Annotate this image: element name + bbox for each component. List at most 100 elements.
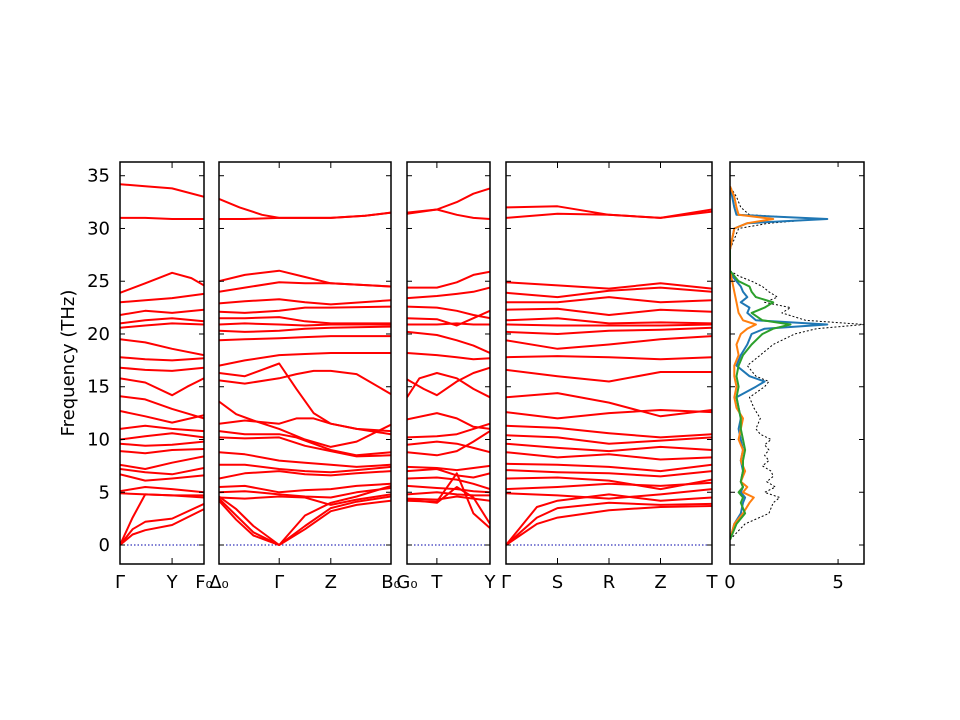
phonon-branch-26 bbox=[219, 499, 391, 546]
phonon-branch-11 bbox=[219, 352, 391, 367]
phonon-branch-6 bbox=[219, 305, 391, 314]
y-tick-label: 35 bbox=[87, 166, 110, 187]
phonon-branch-26 bbox=[506, 505, 712, 546]
phonon-branch-4 bbox=[506, 286, 712, 299]
phonon-branch-11 bbox=[506, 355, 712, 361]
high-symmetry-label: R bbox=[603, 572, 616, 593]
phonon-branch-1 bbox=[407, 187, 490, 214]
high-symmetry-label: Z bbox=[325, 572, 337, 593]
y-tick-label: 0 bbox=[99, 535, 110, 556]
y-tick-label: 15 bbox=[87, 377, 110, 398]
phonon-branch-16 bbox=[506, 434, 712, 445]
phonon-branch-9 bbox=[120, 356, 204, 362]
phonon-branch-6 bbox=[407, 309, 490, 327]
band-3-lines bbox=[407, 187, 490, 546]
phonon-branch-8 bbox=[120, 338, 204, 357]
phonon-branch-17 bbox=[506, 442, 712, 453]
phonon-branch-2 bbox=[506, 210, 712, 219]
high-symmetry-label: Z bbox=[654, 572, 666, 593]
phonon-branch-8 bbox=[506, 323, 712, 327]
y-tick-label: 5 bbox=[99, 482, 110, 503]
phonon-branch-23 bbox=[407, 472, 490, 529]
phonon-branch-4 bbox=[407, 286, 490, 300]
high-symmetry-label: Γ bbox=[115, 572, 125, 593]
dos-curve-3 bbox=[730, 249, 792, 541]
phonon-branch-13 bbox=[506, 392, 712, 418]
y-tick-label: 20 bbox=[87, 324, 110, 345]
phonon-branch-3 bbox=[506, 281, 712, 290]
phonon-branch-10 bbox=[407, 366, 490, 397]
band-1-frame bbox=[119, 161, 205, 565]
dos-frame bbox=[729, 161, 865, 565]
phonon-branch-11 bbox=[120, 377, 204, 397]
phonon-branch-4 bbox=[219, 281, 391, 293]
high-symmetry-label: S bbox=[552, 572, 563, 593]
phonon-branch-18 bbox=[219, 451, 391, 468]
phonon-branch-13 bbox=[407, 422, 490, 439]
phonon-branch-14 bbox=[506, 409, 712, 420]
phonon-branch-5 bbox=[506, 296, 712, 304]
phonon-branch-19 bbox=[506, 462, 712, 473]
phonon-branch-15 bbox=[120, 432, 204, 441]
phonon-branch-12 bbox=[506, 368, 712, 383]
phonon-branch-11 bbox=[407, 372, 490, 399]
phonon-branch-25 bbox=[506, 501, 712, 546]
phonon-branch-3 bbox=[407, 270, 490, 289]
high-symmetry-label: Γ bbox=[501, 572, 511, 593]
phonon-branch-9 bbox=[506, 326, 712, 335]
phonon-branch-15 bbox=[219, 417, 391, 436]
dos-lines bbox=[730, 185, 864, 541]
phonon-branch-16 bbox=[219, 430, 391, 457]
phonon-branch-13 bbox=[120, 410, 204, 424]
phonon-branch-8 bbox=[407, 330, 490, 354]
phonon-branch-19 bbox=[407, 484, 490, 494]
phonon-branch-19 bbox=[120, 467, 204, 476]
band-1-panel: Γ Y F₀ 0 5 10 15 20 25 30 35 Frequency (THz) bbox=[58, 161, 213, 593]
phonon-branch-21 bbox=[219, 482, 391, 494]
phonon-branch-3 bbox=[120, 271, 204, 294]
high-symmetry-label: Δ₀ bbox=[209, 572, 229, 593]
phonon-branch-2 bbox=[407, 208, 490, 220]
phonon-branch-18 bbox=[506, 451, 712, 461]
phonon-branch-17 bbox=[219, 436, 391, 458]
dos-curve-2 bbox=[730, 185, 775, 540]
phonon-branch-8 bbox=[219, 322, 391, 327]
phonon-branch-18 bbox=[120, 455, 204, 470]
phonon-branch-23 bbox=[506, 488, 712, 500]
phonon-branch-17 bbox=[407, 468, 490, 479]
high-symmetry-label: F₀ bbox=[195, 572, 213, 593]
phonon-branch-20 bbox=[219, 470, 391, 480]
phonon-branch-10 bbox=[120, 366, 204, 372]
phonon-branch-10 bbox=[506, 335, 712, 350]
phonon-branch-19 bbox=[219, 463, 391, 474]
phonon-branch-2 bbox=[120, 216, 204, 220]
x-tick-label: 5 bbox=[832, 572, 843, 593]
band-2-frame bbox=[218, 161, 392, 565]
high-symmetry-label: B₀ bbox=[381, 572, 401, 593]
band-1-lines bbox=[120, 183, 204, 546]
phonon-branch-25 bbox=[120, 508, 204, 546]
phonon-branch-9 bbox=[407, 352, 490, 361]
phonon-branch-21 bbox=[120, 486, 204, 494]
phonon-branch-20 bbox=[506, 469, 712, 478]
y-axis-label: Frequency (THz) bbox=[58, 290, 79, 437]
phonon-branch-21 bbox=[407, 495, 490, 502]
phonon-branch-7 bbox=[219, 316, 391, 325]
phonon-branch-7 bbox=[120, 322, 204, 329]
y-tick-label: 25 bbox=[87, 271, 110, 292]
phonon-branch-25 bbox=[219, 495, 391, 546]
phonon-branch-7 bbox=[506, 317, 712, 325]
phonon-branch-22 bbox=[506, 481, 712, 491]
high-symmetry-label: T bbox=[706, 572, 719, 593]
phonon-branch-17 bbox=[120, 448, 204, 455]
dos-curve-0 bbox=[730, 186, 864, 541]
band-3-frame bbox=[406, 161, 491, 565]
phonon-branch-1 bbox=[120, 183, 204, 198]
phonon-branch-18 bbox=[407, 476, 490, 491]
phonon-branch-14 bbox=[120, 424, 204, 433]
phonon-branch-13 bbox=[219, 369, 391, 395]
phonon-branch-24 bbox=[219, 484, 391, 546]
